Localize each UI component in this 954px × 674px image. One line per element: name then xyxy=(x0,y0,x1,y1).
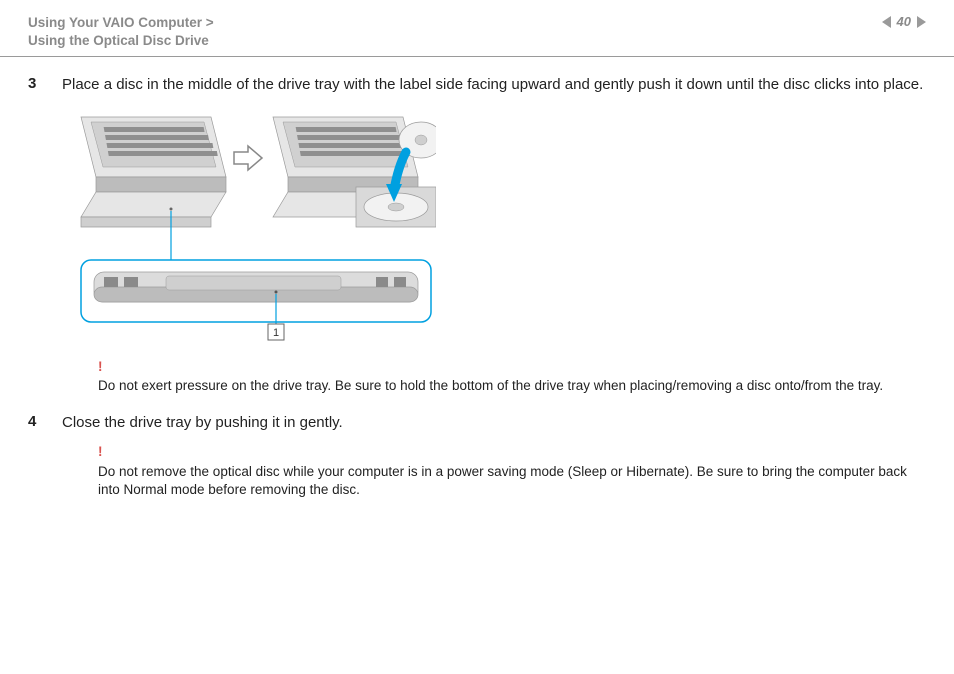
step-text: Place a disc in the middle of the drive … xyxy=(62,75,926,95)
prev-page-icon[interactable] xyxy=(882,16,891,28)
warning-icon: ! xyxy=(98,443,926,461)
step-3: 3 Place a disc in the middle of the driv… xyxy=(28,75,926,95)
page-nav: 40 xyxy=(882,14,926,29)
page-header: Using Your VAIO Computer > Using the Opt… xyxy=(0,0,954,57)
callout-label: 1 xyxy=(273,327,279,339)
laptop-open-tray-icon xyxy=(273,117,436,227)
step-text: Close the drive tray by pushing it in ge… xyxy=(62,413,926,433)
content-area: 3 Place a disc in the middle of the driv… xyxy=(0,75,954,499)
figure-svg: 1 xyxy=(76,112,436,342)
side-view-panel: 1 xyxy=(81,260,431,340)
breadcrumb-line2: Using the Optical Disc Drive xyxy=(28,32,214,50)
laptop-closed-icon xyxy=(81,117,226,260)
note-text: Do not exert pressure on the drive tray.… xyxy=(98,378,883,393)
step-number: 3 xyxy=(28,75,48,95)
warning-note-1: ! Do not exert pressure on the drive tra… xyxy=(98,358,926,395)
warning-note-2: ! Do not remove the optical disc while y… xyxy=(98,443,926,499)
step-number: 4 xyxy=(28,413,48,433)
next-page-icon[interactable] xyxy=(917,16,926,28)
step-4: 4 Close the drive tray by pushing it in … xyxy=(28,413,926,433)
optical-drive-figure: 1 xyxy=(76,112,436,342)
warning-icon: ! xyxy=(98,358,926,376)
breadcrumb-line1: Using Your VAIO Computer > xyxy=(28,14,214,32)
note-text: Do not remove the optical disc while you… xyxy=(98,464,907,497)
page-number: 40 xyxy=(897,14,911,29)
breadcrumb: Using Your VAIO Computer > Using the Opt… xyxy=(28,14,214,50)
sequence-arrow-icon xyxy=(234,146,262,170)
